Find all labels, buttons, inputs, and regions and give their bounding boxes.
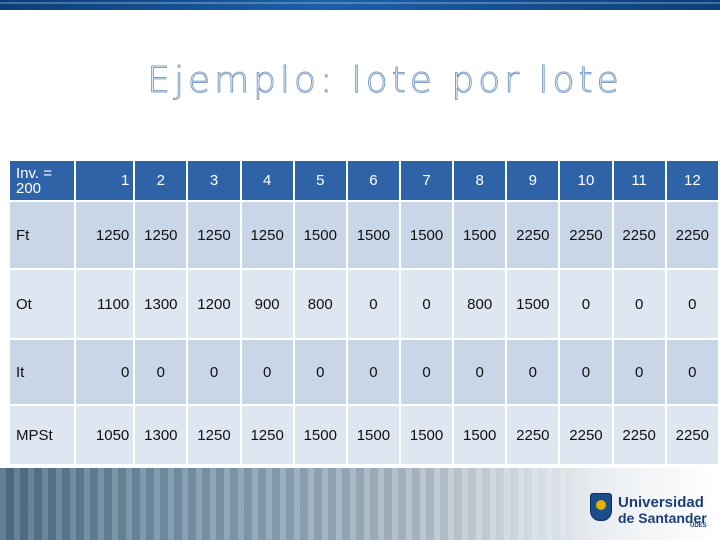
table-header-row: Inv. = 200 1 2 3 4 5 6 7 8 9 10 11 12 (10, 161, 718, 200)
value-cell: 1500 (294, 406, 346, 464)
value-cell: 0 (666, 270, 718, 338)
header-period-cell: 12 (666, 161, 718, 200)
value-cell: 0 (76, 340, 134, 404)
value-cell: 2250 (666, 202, 718, 268)
header-period-cell: 3 (188, 161, 240, 200)
value-cell: 0 (188, 340, 240, 404)
logo-line-2: de Santander (618, 510, 707, 526)
value-cell: 0 (241, 340, 293, 404)
value-cell: 0 (666, 340, 718, 404)
header-period-cell: 7 (400, 161, 453, 200)
header-period-cell: 1 (76, 161, 134, 200)
value-cell: 1500 (400, 202, 453, 268)
value-cell: 0 (135, 340, 187, 404)
table-row: It 0 0 0 0 0 0 0 0 0 0 0 0 (10, 340, 718, 404)
table-row: MPSt 1050 1300 1250 1250 1500 1500 1500 1500 2250… (10, 406, 718, 464)
value-cell: 900 (241, 270, 293, 338)
value-cell: 1500 (347, 406, 399, 464)
value-cell: 1500 (400, 406, 453, 464)
header-period-cell: 9 (507, 161, 559, 200)
header-period-cell: 10 (560, 161, 612, 200)
value-cell: 1500 (454, 406, 506, 464)
header-period-cell: 6 (347, 161, 399, 200)
value-cell: 2250 (613, 406, 665, 464)
value-cell: 2250 (507, 202, 559, 268)
value-cell: 1250 (76, 202, 134, 268)
value-cell: 0 (347, 340, 399, 404)
value-cell: 1500 (294, 202, 346, 268)
value-cell: 1250 (241, 406, 293, 464)
header-period-cell: 4 (241, 161, 293, 200)
value-cell: 0 (613, 270, 665, 338)
value-cell: 1250 (188, 406, 240, 464)
value-cell: 1100 (76, 270, 134, 338)
top-banner (0, 0, 720, 10)
value-cell: 1250 (188, 202, 240, 268)
value-cell: 0 (294, 340, 346, 404)
value-cell: 1050 (76, 406, 134, 464)
header-period-cell: 11 (613, 161, 665, 200)
row-label-cell: Ot (10, 270, 74, 338)
value-cell: 0 (454, 340, 506, 404)
value-cell: 800 (294, 270, 346, 338)
lot-for-lot-table: Inv. = 200 1 2 3 4 5 6 7 8 9 10 11 12 Ft 1250 1250 1250 1… (8, 159, 720, 466)
value-cell: 0 (560, 270, 612, 338)
logo-line-1: Universidad (618, 494, 704, 511)
value-cell: 0 (400, 270, 453, 338)
slide-title: Ejemplo: lote por lote (147, 60, 623, 102)
header-period-cell: 2 (135, 161, 187, 200)
value-cell: 0 (613, 340, 665, 404)
table-row: Ot 1100 1300 1200 900 800 0 0 800 1500 0 0 0 (10, 270, 718, 338)
row-label-cell: Ft (10, 202, 74, 268)
value-cell: 2250 (507, 406, 559, 464)
row-label-cell: It (10, 340, 74, 404)
value-cell: 2250 (666, 406, 718, 464)
value-cell: 1250 (241, 202, 293, 268)
value-cell: 1200 (188, 270, 240, 338)
table-row: Ft 1250 1250 1250 1250 1500 1500 1500 1500 2250 22… (10, 202, 718, 268)
value-cell: 1300 (135, 406, 187, 464)
value-cell: 1300 (135, 270, 187, 338)
value-cell: 2250 (560, 406, 612, 464)
value-cell: 1500 (507, 270, 559, 338)
row-label-cell: MPSt (10, 406, 74, 464)
header-period-cell: 8 (454, 161, 506, 200)
value-cell: 0 (347, 270, 399, 338)
value-cell: 1500 (347, 202, 399, 268)
university-logo: Universidad de Santander UDES (584, 485, 716, 531)
value-cell: 2250 (560, 202, 612, 268)
value-cell: 0 (507, 340, 559, 404)
value-cell: 1250 (135, 202, 187, 268)
value-cell: 0 (400, 340, 453, 404)
university-shield-icon (590, 493, 612, 521)
header-period-cell: 5 (294, 161, 346, 200)
header-label-cell: Inv. = 200 (10, 161, 74, 200)
value-cell: 1500 (454, 202, 506, 268)
value-cell: 2250 (613, 202, 665, 268)
logo-line-3: UDES (690, 523, 707, 529)
value-cell: 800 (454, 270, 506, 338)
value-cell: 0 (560, 340, 612, 404)
